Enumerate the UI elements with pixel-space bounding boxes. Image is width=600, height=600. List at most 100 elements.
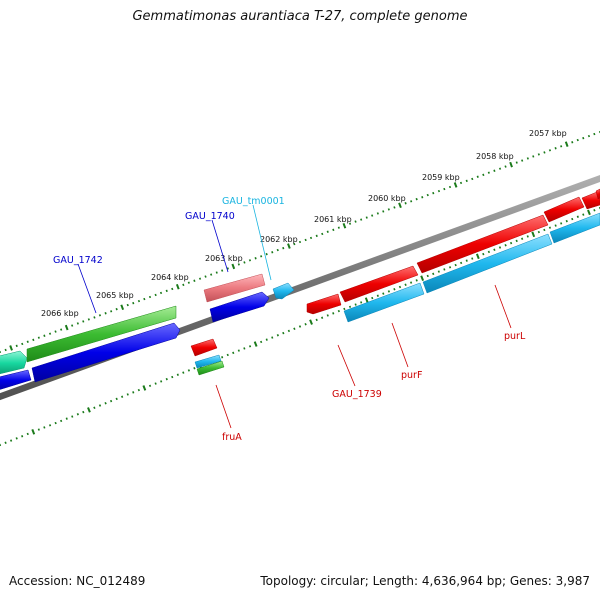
gene-label-purl[interactable]: purL [504,331,526,342]
major-tick [420,275,425,281]
minor-tick [582,213,585,216]
minor-tick [560,145,563,148]
minor-tick [226,353,229,357]
minor-tick [43,426,46,429]
minor-tick [543,228,546,232]
major-tick [253,341,258,347]
minor-tick [87,318,90,321]
minor-tick [282,331,285,335]
minor-tick [187,281,190,284]
minor-tick [521,237,524,240]
minor-tick [554,224,557,227]
gene-arrow[interactable] [581,191,600,210]
minor-tick [198,277,202,280]
gene-arrow-purl[interactable] [416,214,549,274]
minor-tick [204,275,207,278]
minor-tick [554,147,557,150]
gene-arrow-pink[interactable] [203,273,266,303]
minor-tick [409,281,413,284]
gene-arrow-green[interactable] [196,360,225,376]
minor-tick [221,269,224,272]
minor-tick [576,215,579,218]
kbp-label: 2066 kbp [41,309,79,318]
gene-label-purf[interactable]: purF [401,370,422,381]
major-tick [587,209,591,216]
minor-tick [98,404,102,407]
minor-tick [160,380,163,383]
major-tick [9,345,13,351]
minor-tick [437,270,440,273]
minor-tick [354,220,357,223]
minor-tick [282,246,285,250]
minor-tick [115,397,118,401]
major-tick [564,141,569,147]
minor-tick [176,373,179,376]
minor-tick [4,441,7,445]
major-tick [175,283,180,290]
minor-tick [371,214,374,217]
minor-tick [337,226,340,229]
minor-tick [326,230,329,233]
minor-tick [532,155,535,158]
minor-tick [376,212,379,215]
gene-label-gau-1740[interactable]: GAU_1740 [185,211,235,222]
minor-tick [537,153,540,156]
minor-tick [465,259,468,262]
minor-tick [343,307,346,311]
minor-tick [304,322,307,326]
minor-tick [193,366,196,370]
minor-tick [415,279,418,282]
minor-tick [43,334,46,337]
genome-summary: Topology: circular; Length: 4,636,964 bp… [260,574,590,588]
gene-arrow-gau-1739[interactable] [306,293,342,315]
gene-arrow-cyan[interactable] [549,212,600,244]
minor-tick [348,305,352,308]
minor-tick [93,316,96,319]
major-tick [231,263,236,270]
gene-arrow-blue[interactable] [31,322,181,383]
minor-tick [393,206,396,209]
gene-label-frua[interactable]: fruA [222,432,242,443]
genome-backbone [0,175,600,401]
minor-tick [465,179,468,183]
gene-label-gau-1739[interactable]: GAU_1739 [332,389,382,400]
gene-arrow-gau-1742[interactable] [26,305,177,363]
gene-arrow-purf[interactable] [339,265,419,303]
gene-arrow[interactable] [0,369,32,391]
minor-tick [15,437,18,440]
gene-arrow-cyan[interactable] [343,282,425,323]
minor-tick [232,351,235,355]
major-tick [475,253,480,260]
minor-tick [132,301,135,305]
minor-tick [276,334,279,337]
minor-tick [415,197,418,201]
minor-tick [371,296,374,300]
gene-arrow-frua[interactable] [190,338,218,357]
gene-arrow-cyan[interactable] [422,233,553,294]
major-tick [398,202,402,209]
gene-arrow-cyan[interactable] [194,354,222,369]
gene-arrow[interactable] [595,188,600,200]
minor-tick [187,369,191,372]
gene-arrow-gau-1740[interactable] [209,291,270,323]
minor-tick [498,167,502,170]
kbp-label: 2057 kbp [529,129,567,138]
minor-tick [360,301,363,304]
minor-tick [448,185,452,189]
gene-arrow-gau-tm0001[interactable] [272,282,295,300]
minor-tick [37,336,40,339]
minor-tick [237,263,240,266]
major-tick [453,182,458,188]
minor-tick [93,406,96,410]
minor-tick [104,312,107,315]
gene-label-gau-1742[interactable]: GAU_1742 [53,255,103,266]
gene-arrow[interactable] [0,350,28,375]
minor-tick [21,342,24,346]
gene-label-gau-tm0001[interactable]: GAU_tm0001 [222,196,285,207]
gene-arrow[interactable] [543,196,585,223]
minor-tick [287,329,291,333]
minor-tick [337,309,340,313]
minor-tick [421,196,424,199]
minor-tick [454,263,457,267]
